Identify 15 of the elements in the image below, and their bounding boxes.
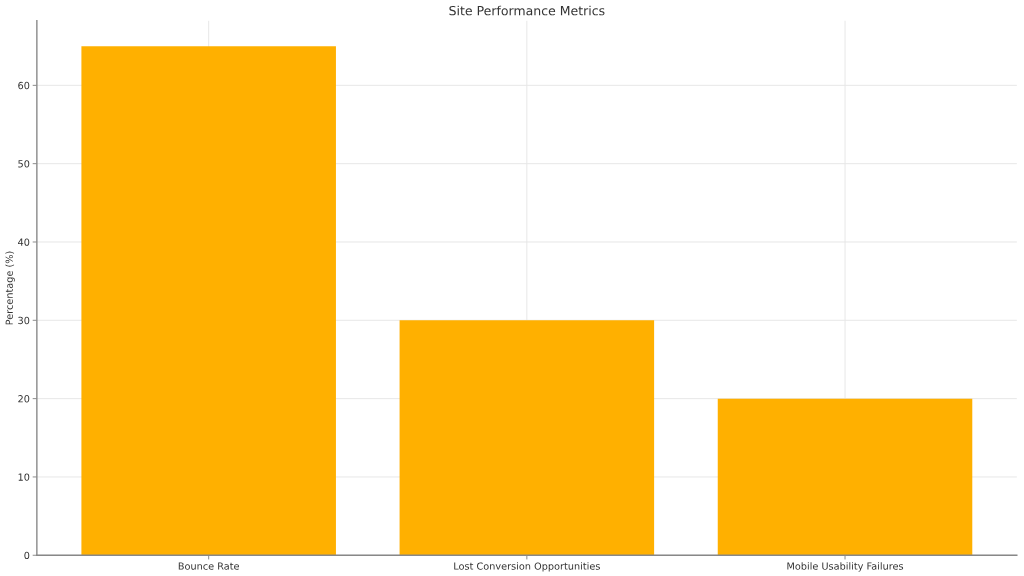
bar [399, 320, 655, 556]
y-tick-label: 50 [18, 160, 30, 168]
chart-title: Site Performance Metrics [449, 5, 605, 16]
y-tick-label: 20 [18, 395, 30, 403]
y-tick-label: 0 [24, 551, 30, 560]
bar [717, 398, 973, 556]
y-tick-label: 10 [18, 473, 30, 481]
bar [81, 46, 336, 556]
y-tick-label: 60 [18, 81, 30, 90]
y-axis-title: Percentage (%) [5, 251, 15, 325]
x-tick-label: Bounce Rate [178, 562, 239, 570]
y-tick-label: 30 [18, 316, 30, 325]
x-tick-label: Mobile Usability Failures [787, 562, 904, 572]
x-tick-label: Lost Conversion Opportunities [454, 562, 600, 572]
y-tick-label: 40 [18, 238, 30, 246]
